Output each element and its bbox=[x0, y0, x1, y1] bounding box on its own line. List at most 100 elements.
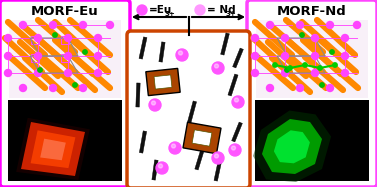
Circle shape bbox=[251, 53, 259, 59]
Circle shape bbox=[106, 22, 113, 28]
Bar bbox=[31, 36, 39, 44]
Circle shape bbox=[95, 34, 101, 42]
Circle shape bbox=[35, 34, 41, 42]
Circle shape bbox=[267, 22, 273, 28]
Circle shape bbox=[152, 101, 155, 105]
Polygon shape bbox=[159, 42, 165, 62]
Circle shape bbox=[172, 144, 176, 148]
Polygon shape bbox=[253, 111, 331, 182]
Polygon shape bbox=[262, 119, 322, 174]
Circle shape bbox=[20, 85, 26, 91]
Circle shape bbox=[288, 66, 292, 70]
Circle shape bbox=[49, 85, 57, 91]
Polygon shape bbox=[214, 159, 222, 181]
Circle shape bbox=[53, 33, 57, 37]
Polygon shape bbox=[187, 101, 196, 123]
Circle shape bbox=[64, 34, 72, 42]
Polygon shape bbox=[228, 74, 238, 96]
Circle shape bbox=[5, 53, 12, 59]
Polygon shape bbox=[152, 160, 158, 180]
Circle shape bbox=[229, 144, 241, 156]
Circle shape bbox=[35, 53, 41, 59]
Bar bbox=[31, 54, 39, 62]
Circle shape bbox=[342, 70, 348, 76]
Circle shape bbox=[64, 70, 72, 76]
Circle shape bbox=[330, 50, 334, 54]
Polygon shape bbox=[136, 83, 140, 107]
Circle shape bbox=[326, 85, 334, 91]
Circle shape bbox=[311, 70, 319, 76]
Circle shape bbox=[176, 49, 188, 61]
Bar bbox=[8, 100, 122, 181]
Polygon shape bbox=[231, 122, 242, 142]
Circle shape bbox=[267, 85, 273, 91]
Circle shape bbox=[282, 53, 288, 59]
Circle shape bbox=[251, 70, 259, 76]
Circle shape bbox=[38, 68, 42, 72]
Polygon shape bbox=[195, 146, 205, 170]
Circle shape bbox=[333, 63, 337, 67]
Circle shape bbox=[158, 164, 162, 168]
Text: =Eu: =Eu bbox=[149, 5, 172, 15]
Circle shape bbox=[20, 22, 26, 28]
Text: 3+: 3+ bbox=[226, 10, 237, 16]
Text: MORF-Nd: MORF-Nd bbox=[277, 5, 347, 18]
Polygon shape bbox=[139, 37, 147, 59]
Text: = Nd: = Nd bbox=[207, 5, 236, 15]
Circle shape bbox=[149, 99, 161, 111]
Circle shape bbox=[320, 83, 324, 87]
Polygon shape bbox=[139, 131, 147, 153]
Circle shape bbox=[342, 53, 348, 59]
Circle shape bbox=[83, 50, 87, 54]
Circle shape bbox=[195, 5, 205, 15]
Circle shape bbox=[156, 162, 168, 174]
Circle shape bbox=[273, 63, 277, 67]
Circle shape bbox=[311, 53, 319, 59]
Polygon shape bbox=[16, 118, 90, 180]
Circle shape bbox=[251, 34, 259, 42]
Polygon shape bbox=[21, 122, 85, 176]
Circle shape bbox=[232, 96, 244, 108]
Bar bbox=[61, 36, 69, 44]
Bar bbox=[9, 20, 121, 98]
Circle shape bbox=[215, 154, 219, 158]
Circle shape bbox=[73, 83, 77, 87]
Circle shape bbox=[296, 22, 303, 28]
Circle shape bbox=[169, 142, 181, 154]
Circle shape bbox=[95, 70, 101, 76]
FancyBboxPatch shape bbox=[0, 0, 130, 187]
Circle shape bbox=[212, 152, 224, 164]
Circle shape bbox=[282, 70, 288, 76]
Circle shape bbox=[234, 98, 239, 102]
Circle shape bbox=[64, 53, 72, 59]
Bar bbox=[255, 100, 369, 181]
FancyBboxPatch shape bbox=[127, 31, 250, 187]
Circle shape bbox=[300, 33, 304, 37]
Circle shape bbox=[5, 34, 12, 42]
Bar bbox=[256, 20, 368, 98]
Circle shape bbox=[215, 64, 219, 68]
Bar bbox=[61, 54, 69, 62]
FancyBboxPatch shape bbox=[247, 0, 377, 187]
Circle shape bbox=[212, 62, 224, 74]
Polygon shape bbox=[233, 48, 244, 68]
Polygon shape bbox=[221, 33, 229, 55]
Circle shape bbox=[137, 5, 147, 15]
Circle shape bbox=[311, 34, 319, 42]
Circle shape bbox=[178, 51, 182, 55]
Circle shape bbox=[326, 22, 334, 28]
Polygon shape bbox=[192, 130, 212, 146]
Circle shape bbox=[285, 68, 289, 72]
Circle shape bbox=[354, 22, 360, 28]
Polygon shape bbox=[183, 122, 221, 154]
Polygon shape bbox=[154, 75, 172, 89]
Circle shape bbox=[5, 70, 12, 76]
Circle shape bbox=[318, 66, 322, 70]
Text: MORF-Eu: MORF-Eu bbox=[31, 5, 99, 18]
Circle shape bbox=[296, 85, 303, 91]
Circle shape bbox=[342, 34, 348, 42]
Circle shape bbox=[231, 146, 236, 150]
Polygon shape bbox=[146, 68, 180, 96]
Circle shape bbox=[303, 63, 307, 67]
Circle shape bbox=[80, 85, 86, 91]
